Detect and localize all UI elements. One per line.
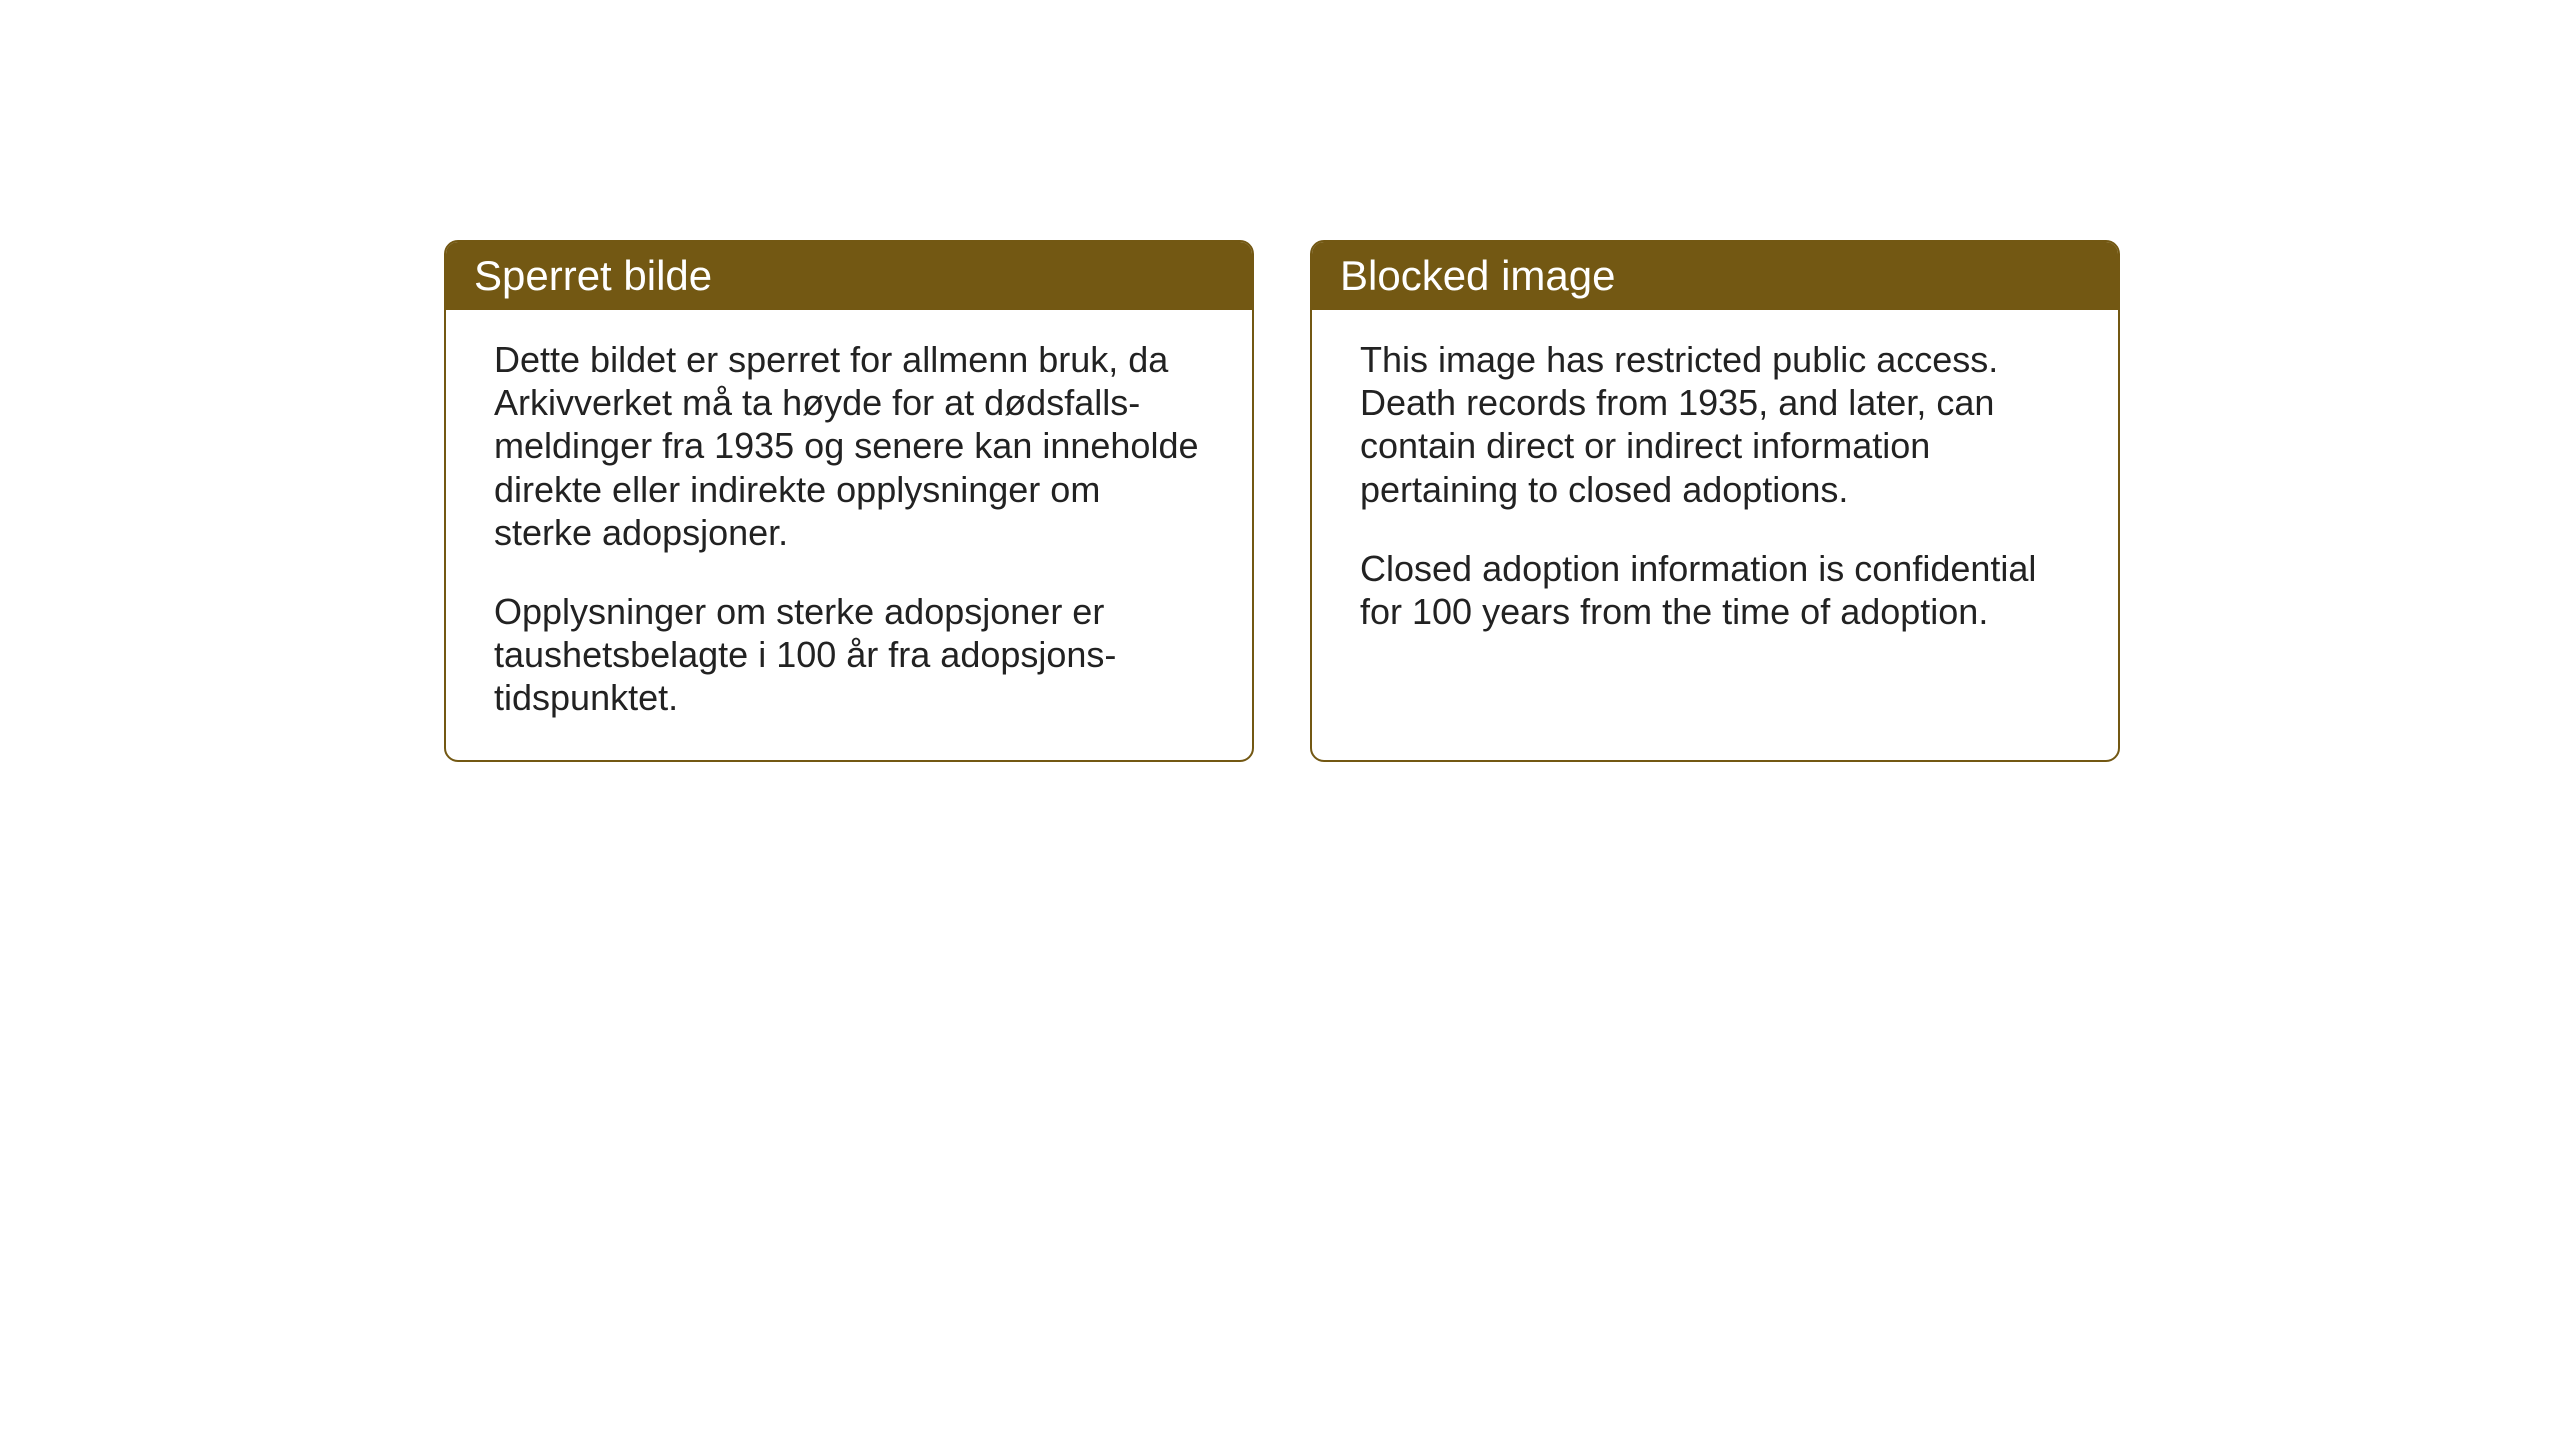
- norwegian-paragraph-1: Dette bildet er sperret for allmenn bruk…: [494, 338, 1204, 554]
- english-card-title: Blocked image: [1312, 242, 2118, 310]
- norwegian-card-body: Dette bildet er sperret for allmenn bruk…: [446, 310, 1252, 760]
- english-card-body: This image has restricted public access.…: [1312, 310, 2118, 673]
- english-notice-card: Blocked image This image has restricted …: [1310, 240, 2120, 762]
- notice-cards-container: Sperret bilde Dette bildet er sperret fo…: [444, 240, 2120, 762]
- norwegian-notice-card: Sperret bilde Dette bildet er sperret fo…: [444, 240, 1254, 762]
- english-paragraph-1: This image has restricted public access.…: [1360, 338, 2070, 511]
- norwegian-paragraph-2: Opplysninger om sterke adopsjoner er tau…: [494, 590, 1204, 720]
- norwegian-card-title: Sperret bilde: [446, 242, 1252, 310]
- english-paragraph-2: Closed adoption information is confident…: [1360, 547, 2070, 633]
